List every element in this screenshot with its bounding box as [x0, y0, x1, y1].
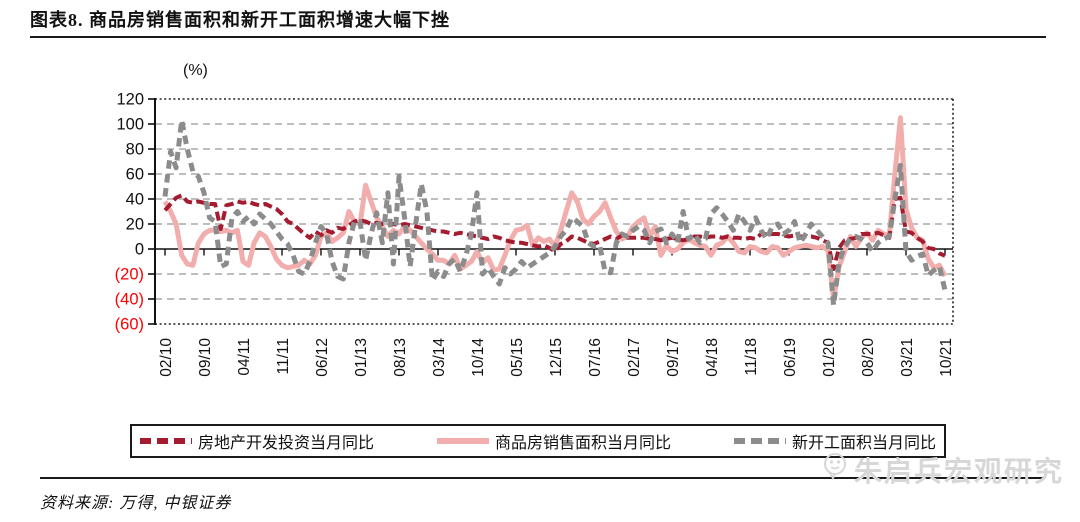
chart-legend: 房地产开发投资当月同比 商品房销售面积当月同比 新开工面积当月同比	[130, 424, 946, 458]
legend-swatch-new-starts	[733, 438, 786, 444]
legend-label-new-starts: 新开工面积当月同比	[791, 435, 936, 452]
x-axis-tick-label: 09/17	[665, 338, 682, 377]
series-line-investment	[163, 193, 946, 271]
series-line-new-starts	[162, 117, 948, 308]
x-axis-tick-label: 06/12	[314, 338, 331, 377]
series-line-sales	[162, 115, 948, 302]
x-axis-tick-label: 06/19	[782, 338, 799, 377]
x-axis-tick-label: 10/21	[938, 338, 955, 377]
x-axis-tick-label: 03/14	[431, 338, 448, 377]
x-axis-tick-label: 12/15	[548, 338, 565, 377]
x-axis-tick-label: 07/16	[587, 338, 604, 377]
y-axis-tick-label: (40)	[115, 291, 144, 309]
x-axis-tick-label: 08/13	[392, 338, 409, 377]
x-axis-tick-label: 04/11	[236, 338, 253, 376]
y-axis-tick-label: (20)	[115, 266, 144, 284]
figure-title: 图表8. 商品房销售面积和新开工面积增速大幅下挫	[30, 10, 450, 30]
x-axis-tick-label: 10/14	[470, 338, 487, 377]
smiley-chat-icon	[820, 451, 850, 489]
x-axis-tick-label: 11/18	[743, 338, 760, 376]
legend-item-new-starts: 新开工面积当月同比	[733, 429, 936, 453]
legend-label-sales: 商品房销售面积当月同比	[494, 435, 671, 452]
x-axis-tick-label: 11/11	[275, 338, 292, 375]
legend-swatch-investment	[140, 438, 192, 444]
x-axis-tick-label: 09/10	[197, 338, 214, 377]
y-axis-tick-label: 80	[126, 141, 144, 159]
x-axis-tick-label: 08/20	[860, 338, 877, 377]
legend-item-sales: 商品房销售面积当月同比	[436, 429, 671, 453]
y-axis-tick-label: 120	[116, 91, 144, 109]
x-axis-tick-label: 02/10	[158, 338, 175, 377]
x-axis-tick-label: 01/13	[353, 338, 370, 377]
x-axis-tick-label: 02/17	[626, 338, 643, 377]
title-divider	[30, 36, 1046, 38]
y-axis-tick-label: 100	[116, 116, 144, 134]
y-axis-tick-label: 0	[135, 241, 144, 259]
x-axis-tick-label: 04/18	[704, 338, 721, 377]
y-axis-tick-label: 20	[126, 216, 144, 234]
y-axis-tick-label: (60)	[115, 316, 144, 334]
legend-swatch-sales	[436, 438, 489, 444]
x-axis-tick-label: 01/20	[821, 338, 838, 377]
footer-divider	[40, 477, 1044, 479]
y-axis-tick-label: 60	[126, 166, 144, 184]
x-axis-tick-label: 05/15	[509, 338, 526, 377]
y-axis-tick-label: 40	[126, 191, 144, 209]
x-axis-tick-label: 03/21	[899, 338, 916, 377]
watermark: 朱启兵宏观研究	[820, 450, 1064, 490]
y-axis-unit-label: (%)	[183, 62, 208, 79]
source-note: 资料来源: 万得, 中银证券	[40, 495, 232, 512]
watermark-text: 朱启兵宏观研究	[853, 457, 1064, 488]
legend-label-investment: 房地产开发投资当月同比	[198, 435, 375, 452]
legend-item-investment: 房地产开发投资当月同比	[140, 429, 374, 453]
